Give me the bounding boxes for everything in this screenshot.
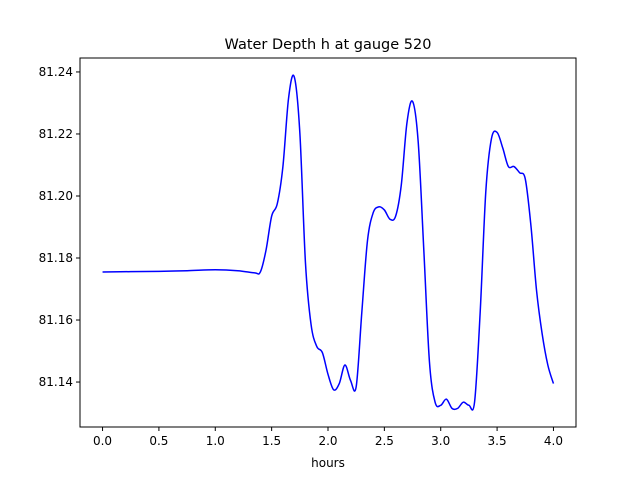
x-tick-label: 4.0 (544, 434, 563, 448)
y-tick-label: 81.14 (39, 375, 73, 389)
x-tick-label: 0.0 (93, 434, 112, 448)
x-tick-label: 2.0 (318, 434, 337, 448)
x-axis-ticks: 0.0 0.5 1.0 1.5 2.0 2.5 3.0 3.5 4.0 (93, 427, 563, 448)
y-tick-label: 81.16 (39, 313, 73, 327)
y-tick-label: 81.20 (39, 189, 73, 203)
y-tick-label: 81.22 (39, 127, 73, 141)
x-tick-label: 0.5 (149, 434, 168, 448)
x-tick-label: 3.0 (431, 434, 450, 448)
x-tick-label: 1.5 (262, 434, 281, 448)
x-tick-label: 3.5 (488, 434, 507, 448)
chart-title: Water Depth h at gauge 520 (225, 37, 432, 53)
x-axis-label: hours (311, 456, 345, 470)
series-layer (102, 74, 555, 411)
series-line (102, 74, 555, 411)
y-tick-label: 81.18 (39, 251, 73, 265)
plot-frame (79, 57, 577, 428)
y-tick-label: 81.24 (39, 65, 73, 79)
x-tick-label: 1.0 (206, 434, 225, 448)
y-axis-ticks: 81.14 81.16 81.18 81.20 81.22 81.24 (39, 65, 80, 389)
x-tick-label: 2.5 (375, 434, 394, 448)
